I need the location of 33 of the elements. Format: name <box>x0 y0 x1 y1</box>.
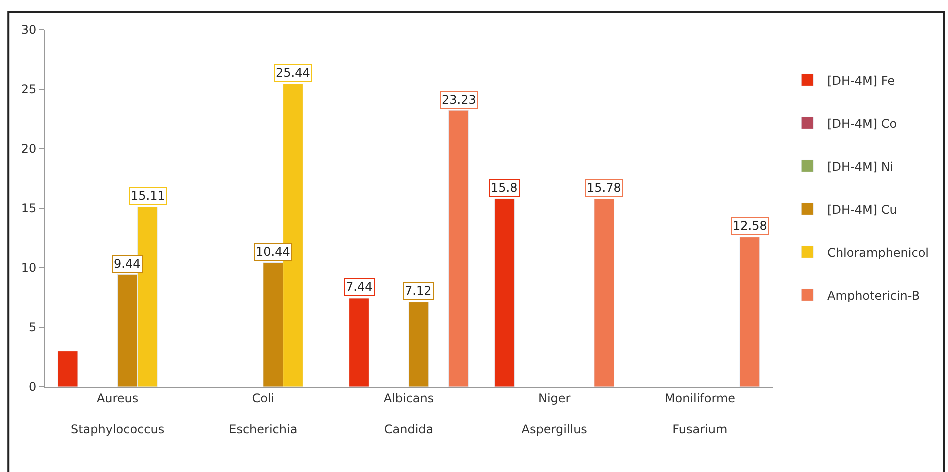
legend-label: Chloramphenicol <box>828 246 930 260</box>
legend-label: [DH-4M] Cu <box>828 202 898 217</box>
category-label: Aureus Staphylococcus <box>70 391 165 437</box>
data-label: 7.44 <box>346 280 373 294</box>
data-label: 7.12 <box>405 284 432 298</box>
category-label: Albicans Candida <box>384 391 434 437</box>
y-tick-label: 5 <box>28 320 37 335</box>
legend-label: Amphotericin-B <box>828 288 920 303</box>
data-label: 9.44 <box>114 257 141 271</box>
data-label: 12.58 <box>733 219 768 233</box>
bar <box>58 351 78 387</box>
bar <box>349 298 370 387</box>
y-tick-label: 10 <box>21 261 37 276</box>
data-label: 15.11 <box>131 189 166 203</box>
data-label: 23.23 <box>442 93 476 107</box>
category-label: Niger Aspergillus <box>522 391 588 437</box>
legend-label: [DH-4M] Ni <box>828 160 894 174</box>
category-label: Moniliforme Fusarium <box>664 391 736 437</box>
y-tick-label: 15 <box>21 202 37 216</box>
legend-label: [DH-4M] Fe <box>828 74 895 88</box>
data-label: 15.78 <box>587 181 622 195</box>
data-label: 25.44 <box>276 66 310 80</box>
bar <box>408 302 430 387</box>
y-tick-label: 20 <box>21 142 37 156</box>
legend-label: [DH-4M] Co <box>828 116 898 131</box>
data-label: 10.44 <box>256 245 290 259</box>
y-tick-label: 30 <box>21 23 37 38</box>
y-tick-label: 25 <box>21 82 37 97</box>
bar <box>740 237 760 387</box>
bar <box>594 198 615 387</box>
data-label: 15.8 <box>491 181 518 195</box>
category-label: Coli Escherichia <box>229 391 298 437</box>
y-tick-label: 0 <box>28 380 37 394</box>
